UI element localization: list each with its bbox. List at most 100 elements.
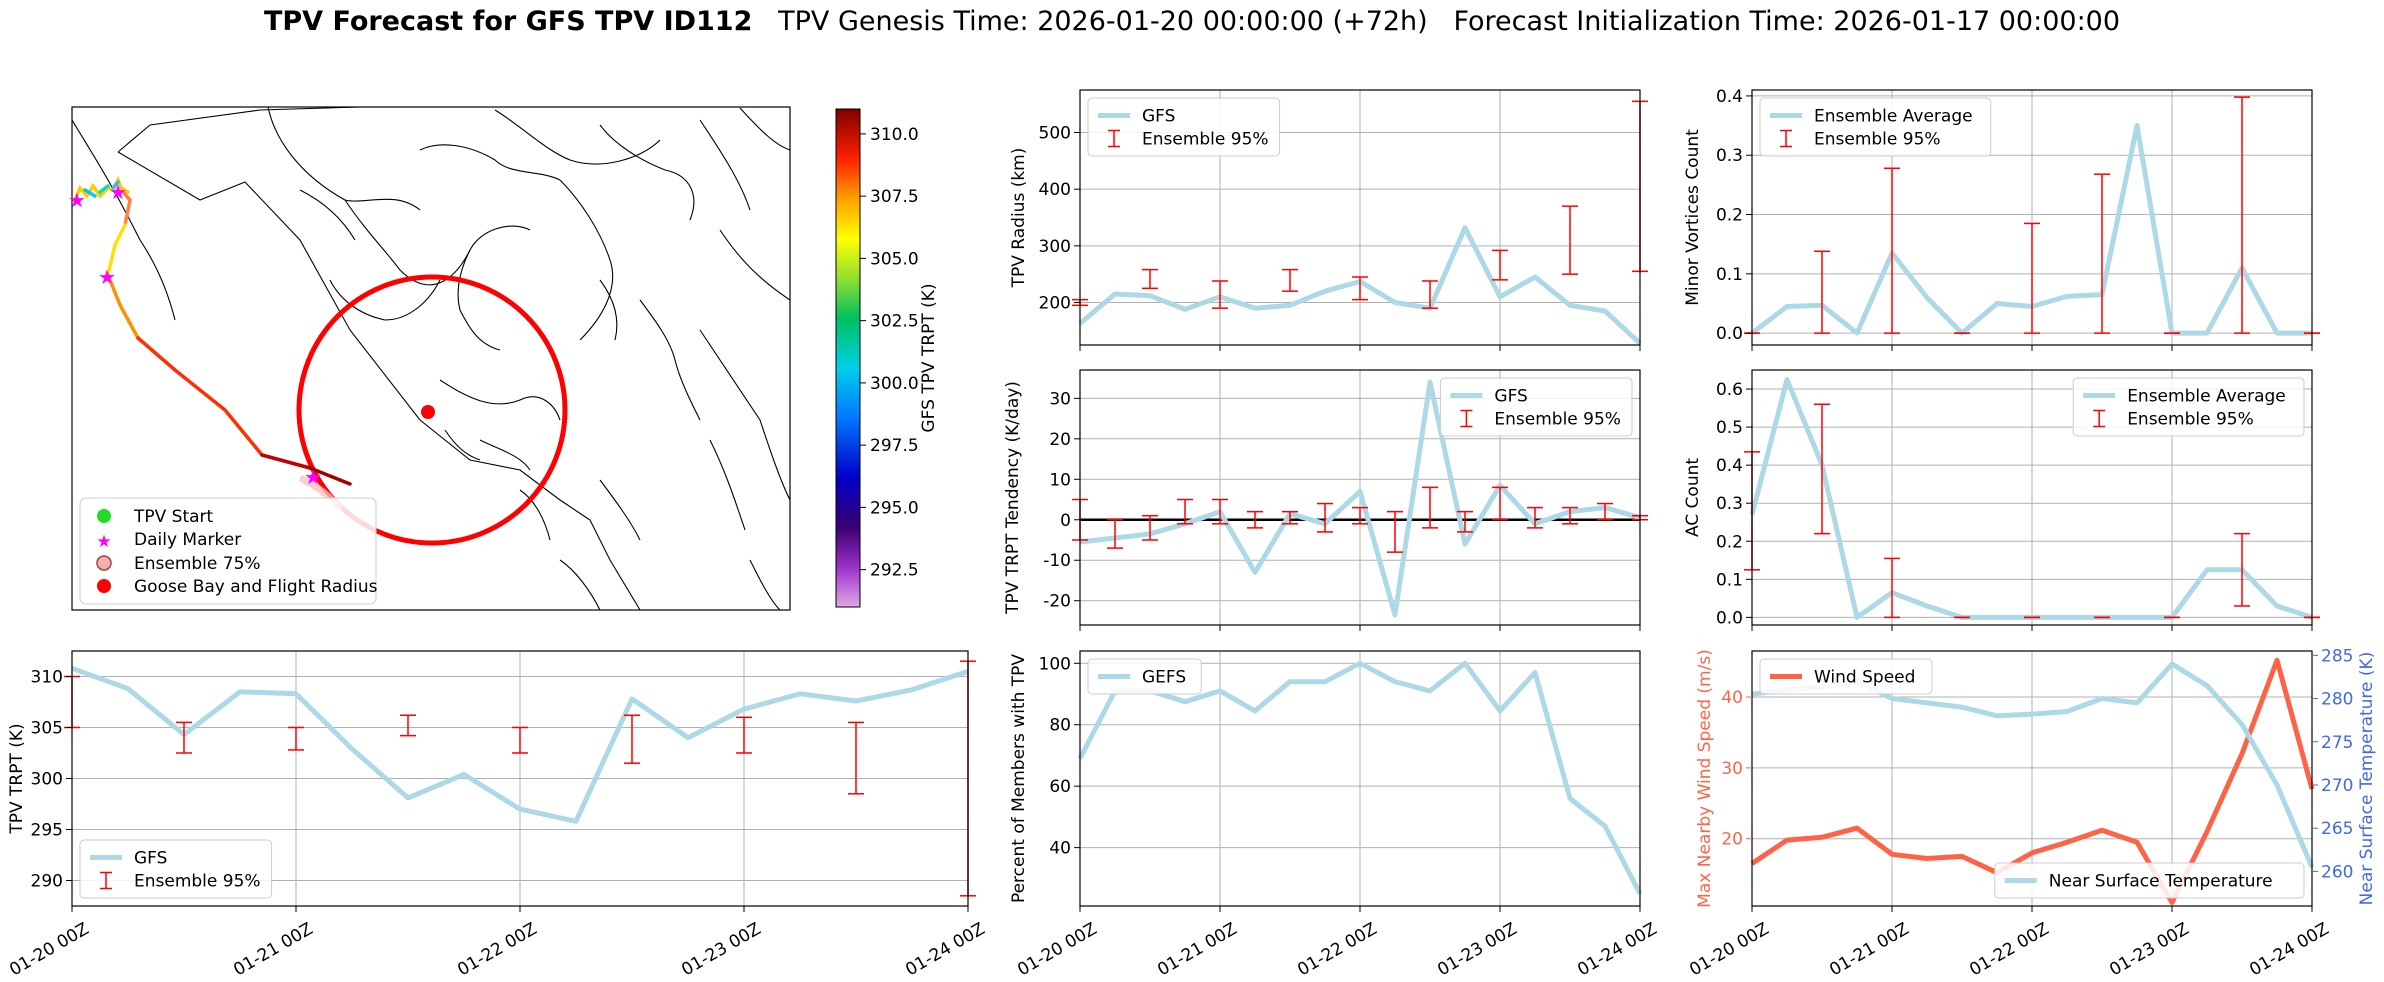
panel-tpv-radius: 200 300 400 500 TPV Radius (km) GFS Ensemble 9… xyxy=(1009,89,1648,351)
legend-label: Ensemble 95% xyxy=(134,872,261,892)
map-legend-label: Ensemble 75% xyxy=(134,554,261,574)
figure-title-bold: TPV Forecast for GFS TPV ID112 xyxy=(263,6,753,37)
colorbar-bar xyxy=(835,108,861,608)
panel-ac-count: 0.0 0.1 0.2 0.3 0.4 0.5 0.6 AC Count Ensemble Av… xyxy=(1683,369,2320,631)
legend-label: Ensemble Average xyxy=(2127,387,2286,407)
y-tick-label: 80 xyxy=(1049,716,1071,736)
y-axis-label: TPV Radius (km) xyxy=(1009,148,1029,289)
y-tick-label: -20 xyxy=(1043,592,1071,612)
legend-box xyxy=(1087,658,1202,695)
daily-marker-star: ★ xyxy=(304,465,322,489)
colorbar-label: GFS TPV TRPT (K) xyxy=(919,283,939,432)
map-legend: TPV Start ★ Daily Marker Ensemble 75% Go… xyxy=(79,497,378,605)
legend: Ensemble Average Ensemble 95% xyxy=(1759,97,1992,157)
colorbar-tick-label: 302.5 xyxy=(870,312,919,332)
y-right-tick-label: 285 xyxy=(2321,646,2353,666)
legend-box xyxy=(2072,377,2305,437)
tpv-start-marker xyxy=(97,509,111,523)
y-tick-label: 0.4 xyxy=(1716,87,1743,107)
y-tick-label: 40 xyxy=(1049,839,1071,859)
y-tick-label: 400 xyxy=(1039,180,1071,200)
y-tick-label: 30 xyxy=(1721,759,1743,779)
x-tick-label: 01-24 00Z xyxy=(902,919,988,980)
x-tick-label: 01-20 00Z xyxy=(1014,919,1100,980)
x-tick-label: 01-23 00Z xyxy=(2106,919,2192,980)
goose-bay-flight-radius xyxy=(296,274,568,546)
daily-marker-star: ★ xyxy=(109,180,127,204)
series-line xyxy=(71,665,969,824)
colorbar-tick-label: 310.0 xyxy=(870,125,919,145)
y-tick-label: 290 xyxy=(31,872,63,892)
y-tick-label: 40 xyxy=(1721,688,1743,708)
y-tick-label: 0.3 xyxy=(1716,146,1743,166)
y-tick-label: 0.1 xyxy=(1716,265,1743,285)
map-legend-label: Daily Marker xyxy=(134,530,241,550)
y-tick-label: 300 xyxy=(31,770,63,790)
panel-wind-temp: 20 30 40 Max Nearby Wind Speed (m/s) 260 265 2… xyxy=(1686,646,2377,980)
y-tick-label: 20 xyxy=(1049,430,1071,450)
x-tick-label: 01-22 00Z xyxy=(1966,919,2052,980)
x-tick-label: 01-20 00Z xyxy=(1686,919,1772,980)
x-tick-label: 01-20 00Z xyxy=(6,919,92,980)
y-tick-label: 500 xyxy=(1039,124,1071,144)
y-tick-label: 0 xyxy=(1060,511,1071,531)
map-legend-label: TPV Start xyxy=(133,507,214,527)
legend-label: Ensemble 95% xyxy=(1142,130,1269,150)
x-tick-label: 01-22 00Z xyxy=(1294,919,1380,980)
legend-label: GFS xyxy=(134,849,167,869)
y-right-tick-label: 275 xyxy=(2321,733,2353,753)
legend-box xyxy=(1439,377,1633,437)
legend-label: Ensemble 95% xyxy=(1494,410,1621,430)
panel-tpv-trpt: 290 295 300 305 310 TPV TRPT (K) 01-20 00Z 01-2… xyxy=(6,650,989,980)
y-tick-label: 60 xyxy=(1049,777,1071,797)
y-tick-label: 0.6 xyxy=(1716,380,1743,400)
colorbar-tick-label: 307.5 xyxy=(870,187,919,207)
legend-box xyxy=(1759,658,1933,695)
x-tick-label: 01-21 00Z xyxy=(1154,919,1240,980)
y-tick-label: 0.1 xyxy=(1716,570,1743,590)
colorbar: 292.5 295.0 297.5 300.0 302.5 305.0 307.5 310.0… xyxy=(835,108,939,608)
y-tick-label: 300 xyxy=(1039,237,1071,257)
legend-label: GEFS xyxy=(1142,668,1186,688)
legend-label: Ensemble Average xyxy=(1814,107,1973,127)
map-coastlines xyxy=(72,107,790,610)
y-tick-label: 0.0 xyxy=(1716,324,1743,344)
y-tick-label: 0.2 xyxy=(1716,532,1743,552)
legend: Ensemble Average Ensemble 95% xyxy=(2072,377,2305,437)
y-tick-label: 0.0 xyxy=(1716,608,1743,628)
y-axis-label: Minor Vortices Count xyxy=(1683,129,1703,306)
y-tick-label: 0.4 xyxy=(1716,456,1743,476)
legend-label: GFS xyxy=(1494,387,1527,407)
y-tick-label: 305 xyxy=(31,719,63,739)
y-axis-label: TPV TRPT Tendency (K/day) xyxy=(1003,381,1023,615)
x-tick-label: 01-23 00Z xyxy=(1434,919,1520,980)
y-right-tick-label: 260 xyxy=(2321,862,2353,882)
x-tick-label: 01-22 00Z xyxy=(454,919,540,980)
legend: Wind Speed xyxy=(1759,658,1933,695)
daily-marker-star: ★ xyxy=(68,188,86,212)
legend-box xyxy=(1994,862,2305,899)
y-tick-label: 0.2 xyxy=(1716,206,1743,226)
legend: GFS Ensemble 95% xyxy=(1087,97,1281,157)
tpv-track xyxy=(73,175,352,486)
series-line xyxy=(1750,657,2315,905)
legend: GFS Ensemble 95% xyxy=(79,839,273,899)
series-line xyxy=(1079,379,1641,618)
legend-box xyxy=(1759,97,1992,157)
daily-marker-icon: ★ xyxy=(96,532,111,552)
map-panel: ★ ★ ★ ★ TPV Start ★ Daily Marker Ensembl… xyxy=(68,106,939,611)
x-tick-label: 01-23 00Z xyxy=(678,919,764,980)
y-tick-label: 0.3 xyxy=(1716,494,1743,514)
x-tick-label: 01-24 00Z xyxy=(1574,919,1660,980)
colorbar-tick-label: 300.0 xyxy=(870,374,919,394)
x-tick-label: 01-21 00Z xyxy=(230,919,316,980)
legend-label: Wind Speed xyxy=(1814,668,1915,688)
y-tick-label: 30 xyxy=(1049,389,1071,409)
y-tick-label: -10 xyxy=(1043,551,1071,571)
figure-title: TPV Forecast for GFS TPV ID112 TPV Genes… xyxy=(0,2,2384,42)
y-axis-label: TPV TRPT (K) xyxy=(7,723,27,834)
colorbar-ticks: 292.5 295.0 297.5 300.0 302.5 305.0 307.5 310.0 xyxy=(860,125,919,581)
y-axis-label: AC Count xyxy=(1683,458,1703,537)
y-tick-label: 10 xyxy=(1049,470,1071,490)
